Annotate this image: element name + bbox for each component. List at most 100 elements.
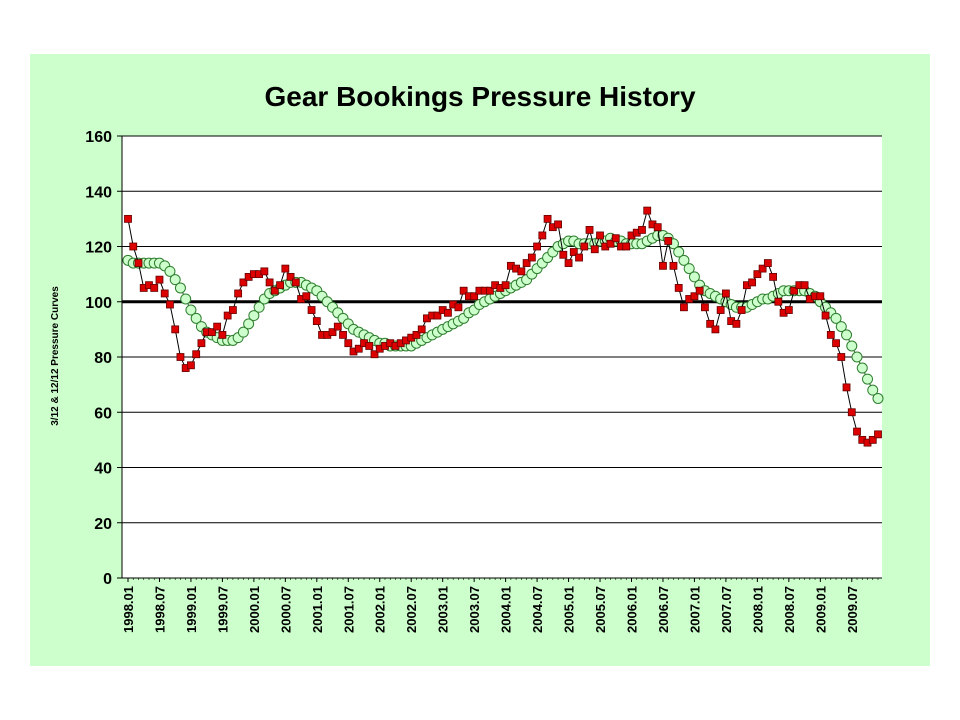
y-axis-label: 3/12 & 12/12 Pressure Curves [50,286,61,426]
y-tick-labels: 0 20 40 60 80 100 120 140 160 [85,129,112,588]
point-three-month [559,250,568,259]
x-tick-label: 1999.01 [184,586,199,633]
point-twelve-month [180,293,192,305]
y-tick-label: 60 [94,405,112,422]
point-three-month [160,289,169,298]
point-three-month [228,306,237,314]
point-three-month [344,339,353,348]
point-three-month [166,300,174,309]
chart-svg: Gear Bookings Pressure History 3/12 & 12… [50,81,884,633]
y-tick-label: 40 [94,461,112,478]
point-three-month [239,278,248,287]
point-three-month [223,311,232,320]
point-three-month [213,322,222,331]
point-twelve-month [673,246,685,258]
point-three-month [444,308,452,317]
point-three-month [312,317,321,325]
point-three-month [459,286,468,295]
point-three-month [522,259,531,267]
point-three-month [690,292,699,301]
point-three-month [417,325,426,334]
point-three-month [527,253,536,262]
point-three-month [129,242,138,251]
point-three-month [281,264,290,273]
x-tick-label: 2008.07 [782,586,797,633]
point-three-month [737,306,746,314]
point-three-month [307,306,316,314]
x-tick-labels: 1998.01 1998.07 1999.01 1999.07 2000.01 2000.… [121,586,860,633]
x-tick-label: 2000.07 [278,586,293,633]
x-tick-label: 2009.07 [845,586,860,633]
point-three-month [769,272,778,281]
point-three-month [643,206,652,215]
x-tick-label: 2001.07 [341,586,356,633]
point-three-month [638,226,646,234]
point-three-month [370,350,379,359]
point-three-month [784,306,793,314]
x-tick-label: 2004.07 [530,586,545,633]
x-tick-label: 1999.07 [215,586,230,633]
chart-title: Gear Bookings Pressure History [264,81,695,112]
x-tick-label: 2005.01 [562,586,577,633]
point-three-month [354,344,363,353]
point-three-month [821,311,830,320]
x-tick-label: 2002.01 [373,586,388,633]
point-twelve-month [867,384,879,396]
point-three-month [533,242,541,251]
point-three-month [774,297,783,306]
y-tick-label: 80 [94,350,112,367]
point-twelve-month [190,312,202,324]
point-twelve-month [678,254,690,266]
point-three-month [517,267,526,276]
point-twelve-month [237,326,249,338]
point-three-month [732,319,741,328]
point-three-month [564,259,573,267]
point-three-month [580,242,589,251]
point-twelve-month [862,373,874,385]
x-tick-label: 1998.07 [152,586,167,633]
point-three-month [701,303,709,312]
point-three-month [722,289,730,298]
point-three-month [569,248,578,256]
point-three-month [208,328,216,337]
point-three-month [653,223,662,232]
point-twelve-month [248,310,260,322]
point-twelve-month [243,318,255,330]
point-three-month [706,319,715,328]
point-three-month [674,284,683,292]
point-twelve-month [683,263,695,275]
point-three-month [470,292,479,301]
point-three-month [711,325,720,334]
point-three-month [433,311,442,320]
point-three-month [611,234,620,243]
point-three-month [837,353,846,361]
point-three-month [847,408,856,417]
point-three-month [748,278,757,287]
point-twelve-month [164,265,176,277]
point-three-month [622,242,631,251]
x-tick-label: 2003.01 [436,586,451,633]
point-twelve-month [846,340,858,352]
point-three-month [842,383,851,392]
point-three-month [265,278,274,287]
point-twelve-month [872,392,884,404]
point-three-month [606,239,615,248]
point-three-month [333,322,342,331]
point-three-month [716,306,725,314]
point-three-month [365,342,374,350]
y-tick-label: 140 [85,184,112,201]
point-three-month [868,435,877,444]
point-three-month [176,353,185,361]
y-tick-label: 160 [85,129,112,146]
x-tick-label: 2006.01 [624,586,639,633]
y-tick-label: 120 [85,240,112,257]
x-tick-label: 2007.07 [719,586,734,633]
point-three-month [585,226,594,234]
y-tick-label: 20 [94,516,112,533]
x-tick-label: 1998.01 [121,586,136,633]
point-twelve-month [856,362,868,374]
point-twelve-month [841,329,853,341]
point-three-month [853,427,861,436]
point-three-month [171,325,180,334]
x-tick-label: 2001.01 [310,586,325,633]
